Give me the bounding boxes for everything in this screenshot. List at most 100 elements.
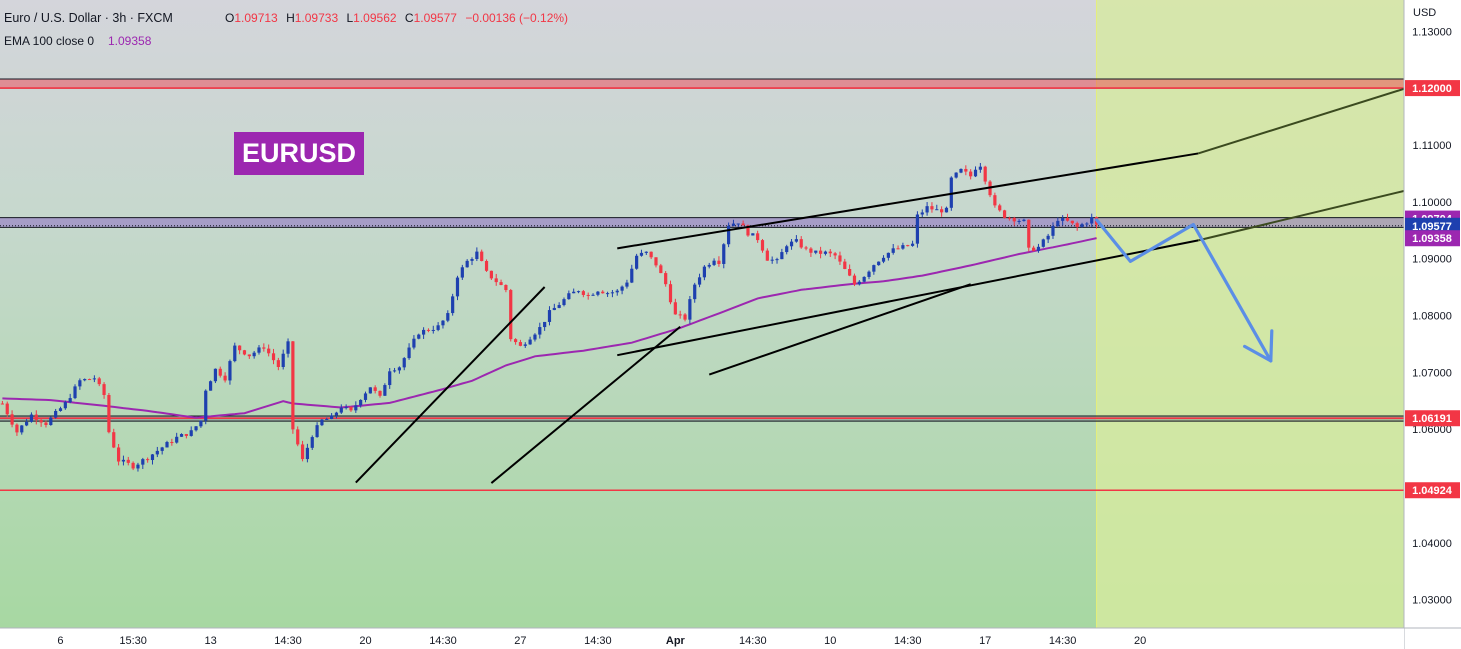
candle-body-118 [572, 291, 576, 294]
y-tick-8: 1.04000 [1412, 538, 1452, 550]
candle-body-26 [126, 459, 130, 463]
candle-body-139 [673, 302, 677, 315]
candle-body-59 [286, 341, 290, 354]
candle-body-130 [630, 268, 634, 283]
candle-body-66 [320, 419, 324, 426]
indicator-value: 1.09358 [108, 34, 152, 48]
candle-body-74 [359, 399, 363, 406]
candle-body-96 [465, 260, 469, 268]
candle-body-69 [334, 412, 339, 416]
indicator-label: EMA 100 close 0 [4, 34, 94, 48]
candle-body-166 [804, 247, 808, 249]
candle-body-86 [417, 334, 421, 339]
candle-body-135 [654, 257, 658, 266]
candle-body-217 [1051, 225, 1055, 236]
x-tick-11: 14:30 [894, 635, 922, 647]
candle-body-150 [727, 225, 731, 245]
candle-body-43 [208, 381, 213, 391]
candle-body-174 [843, 261, 847, 270]
candle-body-57 [276, 360, 280, 368]
candle-body-33 [160, 447, 164, 451]
candle-body-49 [238, 345, 242, 351]
candle-body-146 [707, 264, 711, 267]
time-axis[interactable] [0, 628, 1404, 649]
candle-body-94 [455, 277, 460, 297]
candle-body-70 [339, 407, 343, 413]
candle-body-145 [702, 266, 706, 278]
candle-body-24 [116, 447, 121, 462]
candle-body-186 [901, 245, 905, 249]
candle-body-126 [610, 292, 615, 294]
candle-body-122 [591, 294, 595, 296]
candle-body-65 [315, 425, 319, 438]
symbol-title: Euro / U.S. Dollar · 3h · FXCM [4, 11, 173, 25]
trendline-0 [355, 286, 546, 484]
candle-body-220 [1065, 218, 1070, 221]
candle-body-171 [828, 251, 832, 254]
symbol-legend[interactable]: Euro / U.S. Dollar · 3h · FXCM O1.09713 … [4, 11, 568, 48]
candle-body-131 [635, 255, 639, 269]
trendline-5 [1197, 189, 1407, 242]
candle-body-108 [523, 344, 527, 346]
candle-body-67 [325, 418, 329, 420]
x-tick-7: 14:30 [584, 635, 612, 647]
candle-body-123 [596, 291, 600, 295]
candle-body-140 [678, 314, 682, 316]
candle-body-115 [557, 305, 561, 308]
candle-body-62 [300, 444, 305, 460]
candle-body-197 [954, 172, 958, 178]
x-tick-13: 14:30 [1049, 635, 1077, 647]
candle-body-178 [862, 276, 866, 282]
candle-body-91 [441, 320, 445, 326]
price-label-3: 1.09358 [1412, 233, 1452, 245]
x-tick-6: 27 [514, 635, 526, 647]
y-tick-1: 1.11000 [1413, 140, 1452, 152]
candle-body-84 [407, 347, 411, 359]
candle-body-19 [92, 378, 96, 380]
candle-body-202 [978, 166, 982, 170]
candle-body-144 [697, 277, 702, 285]
candle-body-159 [770, 259, 774, 261]
price-label-5: 1.04924 [1412, 485, 1453, 497]
candles-layer [0, 162, 1099, 472]
candle-body-17 [83, 379, 87, 381]
candle-body-51 [247, 354, 251, 357]
candle-body-89 [431, 329, 435, 331]
projection-layer[interactable] [1094, 218, 1274, 363]
eurusd-banner[interactable]: EURUSD [234, 132, 364, 175]
trendline-3 [617, 239, 1199, 357]
trendlines-layer[interactable] [355, 87, 1407, 484]
candle-body-154 [746, 225, 750, 236]
candle-body-20 [97, 378, 101, 385]
candle-body-134 [649, 251, 653, 258]
y-tick-9: 1.03000 [1412, 595, 1452, 607]
candle-body-40 [194, 426, 198, 431]
price-label-bg-4 [1405, 410, 1460, 427]
candle-body-215 [1041, 239, 1045, 247]
y-tick-3: 1.09000 [1412, 254, 1452, 266]
price-axis[interactable] [1404, 0, 1461, 649]
candle-body-101 [489, 270, 493, 279]
candle-body-22 [107, 395, 111, 433]
candle-body-207 [1002, 210, 1007, 218]
candle-body-100 [484, 260, 489, 271]
candle-body-2 [10, 414, 14, 425]
candle-body-85 [412, 338, 416, 348]
candle-body-193 [935, 209, 939, 211]
candle-body-77 [373, 387, 377, 391]
candle-body-95 [460, 267, 464, 278]
candle-body-170 [823, 251, 828, 254]
candle-body-200 [969, 171, 973, 177]
candle-body-196 [949, 177, 953, 208]
candle-body-218 [1056, 220, 1060, 226]
y-ticks: 1.13000 1.11000 1.10000 1.09000 1.08000 1.070… [1412, 26, 1452, 606]
candle-body-120 [581, 291, 585, 295]
candle-body-210 [1017, 220, 1021, 222]
candle-body-195 [944, 207, 949, 213]
candle-body-18 [87, 379, 92, 381]
candle-body-32 [155, 450, 159, 455]
candle-body-58 [281, 353, 285, 368]
y-tick-6: 1.06000 [1412, 424, 1452, 436]
candle-body-129 [625, 282, 629, 287]
